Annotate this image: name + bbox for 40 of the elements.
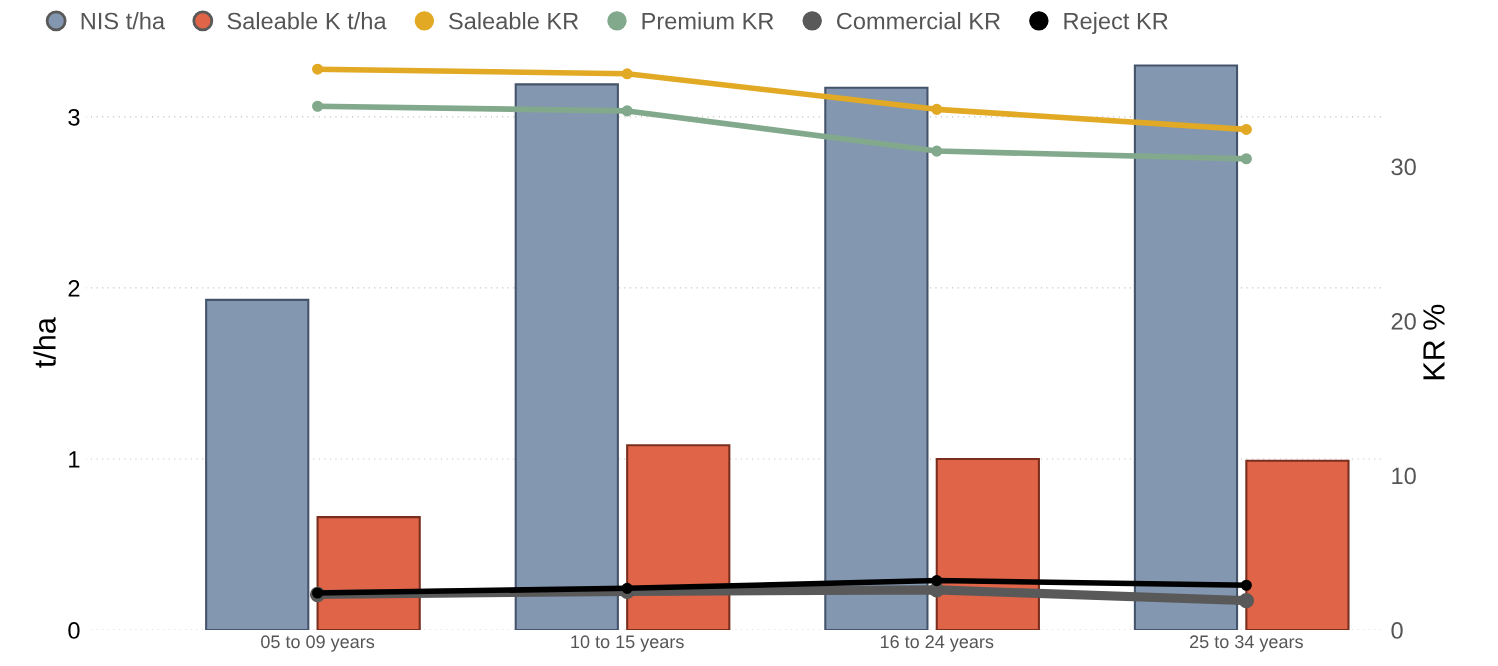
bar — [205, 298, 310, 631]
legend-label: Commercial KR — [837, 12, 1001, 30]
point — [931, 145, 943, 157]
y-tick-label: 0 — [68, 622, 80, 639]
point — [621, 582, 633, 594]
bar — [1133, 64, 1239, 631]
point — [621, 105, 633, 117]
bar — [514, 83, 619, 631]
y2-axis-title: KR % — [1423, 304, 1445, 380]
point — [1240, 579, 1252, 591]
y-tick-label: 3 — [68, 108, 80, 126]
bar — [824, 86, 929, 631]
point — [931, 575, 943, 587]
x-tick-label: 25 to 34 years — [1190, 635, 1303, 652]
y2-tick-label: 0 — [1391, 622, 1403, 639]
legend-label: Saleable KR — [449, 12, 579, 30]
legend-label: Premium KR — [642, 12, 774, 30]
x-tick-label: 10 to 15 years — [571, 635, 684, 652]
point — [1240, 153, 1252, 165]
point — [1240, 123, 1252, 135]
point — [931, 103, 943, 115]
x-tick-label: 16 to 24 years — [880, 635, 994, 652]
y2-tick-label: 20 — [1391, 313, 1416, 330]
x-tick-label: 05 to 09 years — [261, 635, 375, 652]
bar — [626, 444, 731, 631]
bar — [316, 516, 421, 631]
bar — [935, 457, 1040, 631]
legend-label: Reject KR — [1064, 12, 1168, 35]
y2-tick-label: 10 — [1392, 467, 1416, 485]
point — [1238, 593, 1254, 609]
legend-label: Saleable K t/ha — [227, 12, 387, 30]
y2-tick-label: 30 — [1391, 158, 1416, 176]
y-tick-label: 1 — [69, 451, 80, 468]
bar — [1245, 459, 1350, 631]
legend-label: NIS t/ha — [81, 12, 166, 30]
point — [312, 63, 324, 75]
y-axis-title: t/ha — [33, 317, 56, 368]
y-tick-label: 2 — [68, 279, 80, 297]
point — [621, 68, 633, 80]
point — [312, 100, 324, 112]
